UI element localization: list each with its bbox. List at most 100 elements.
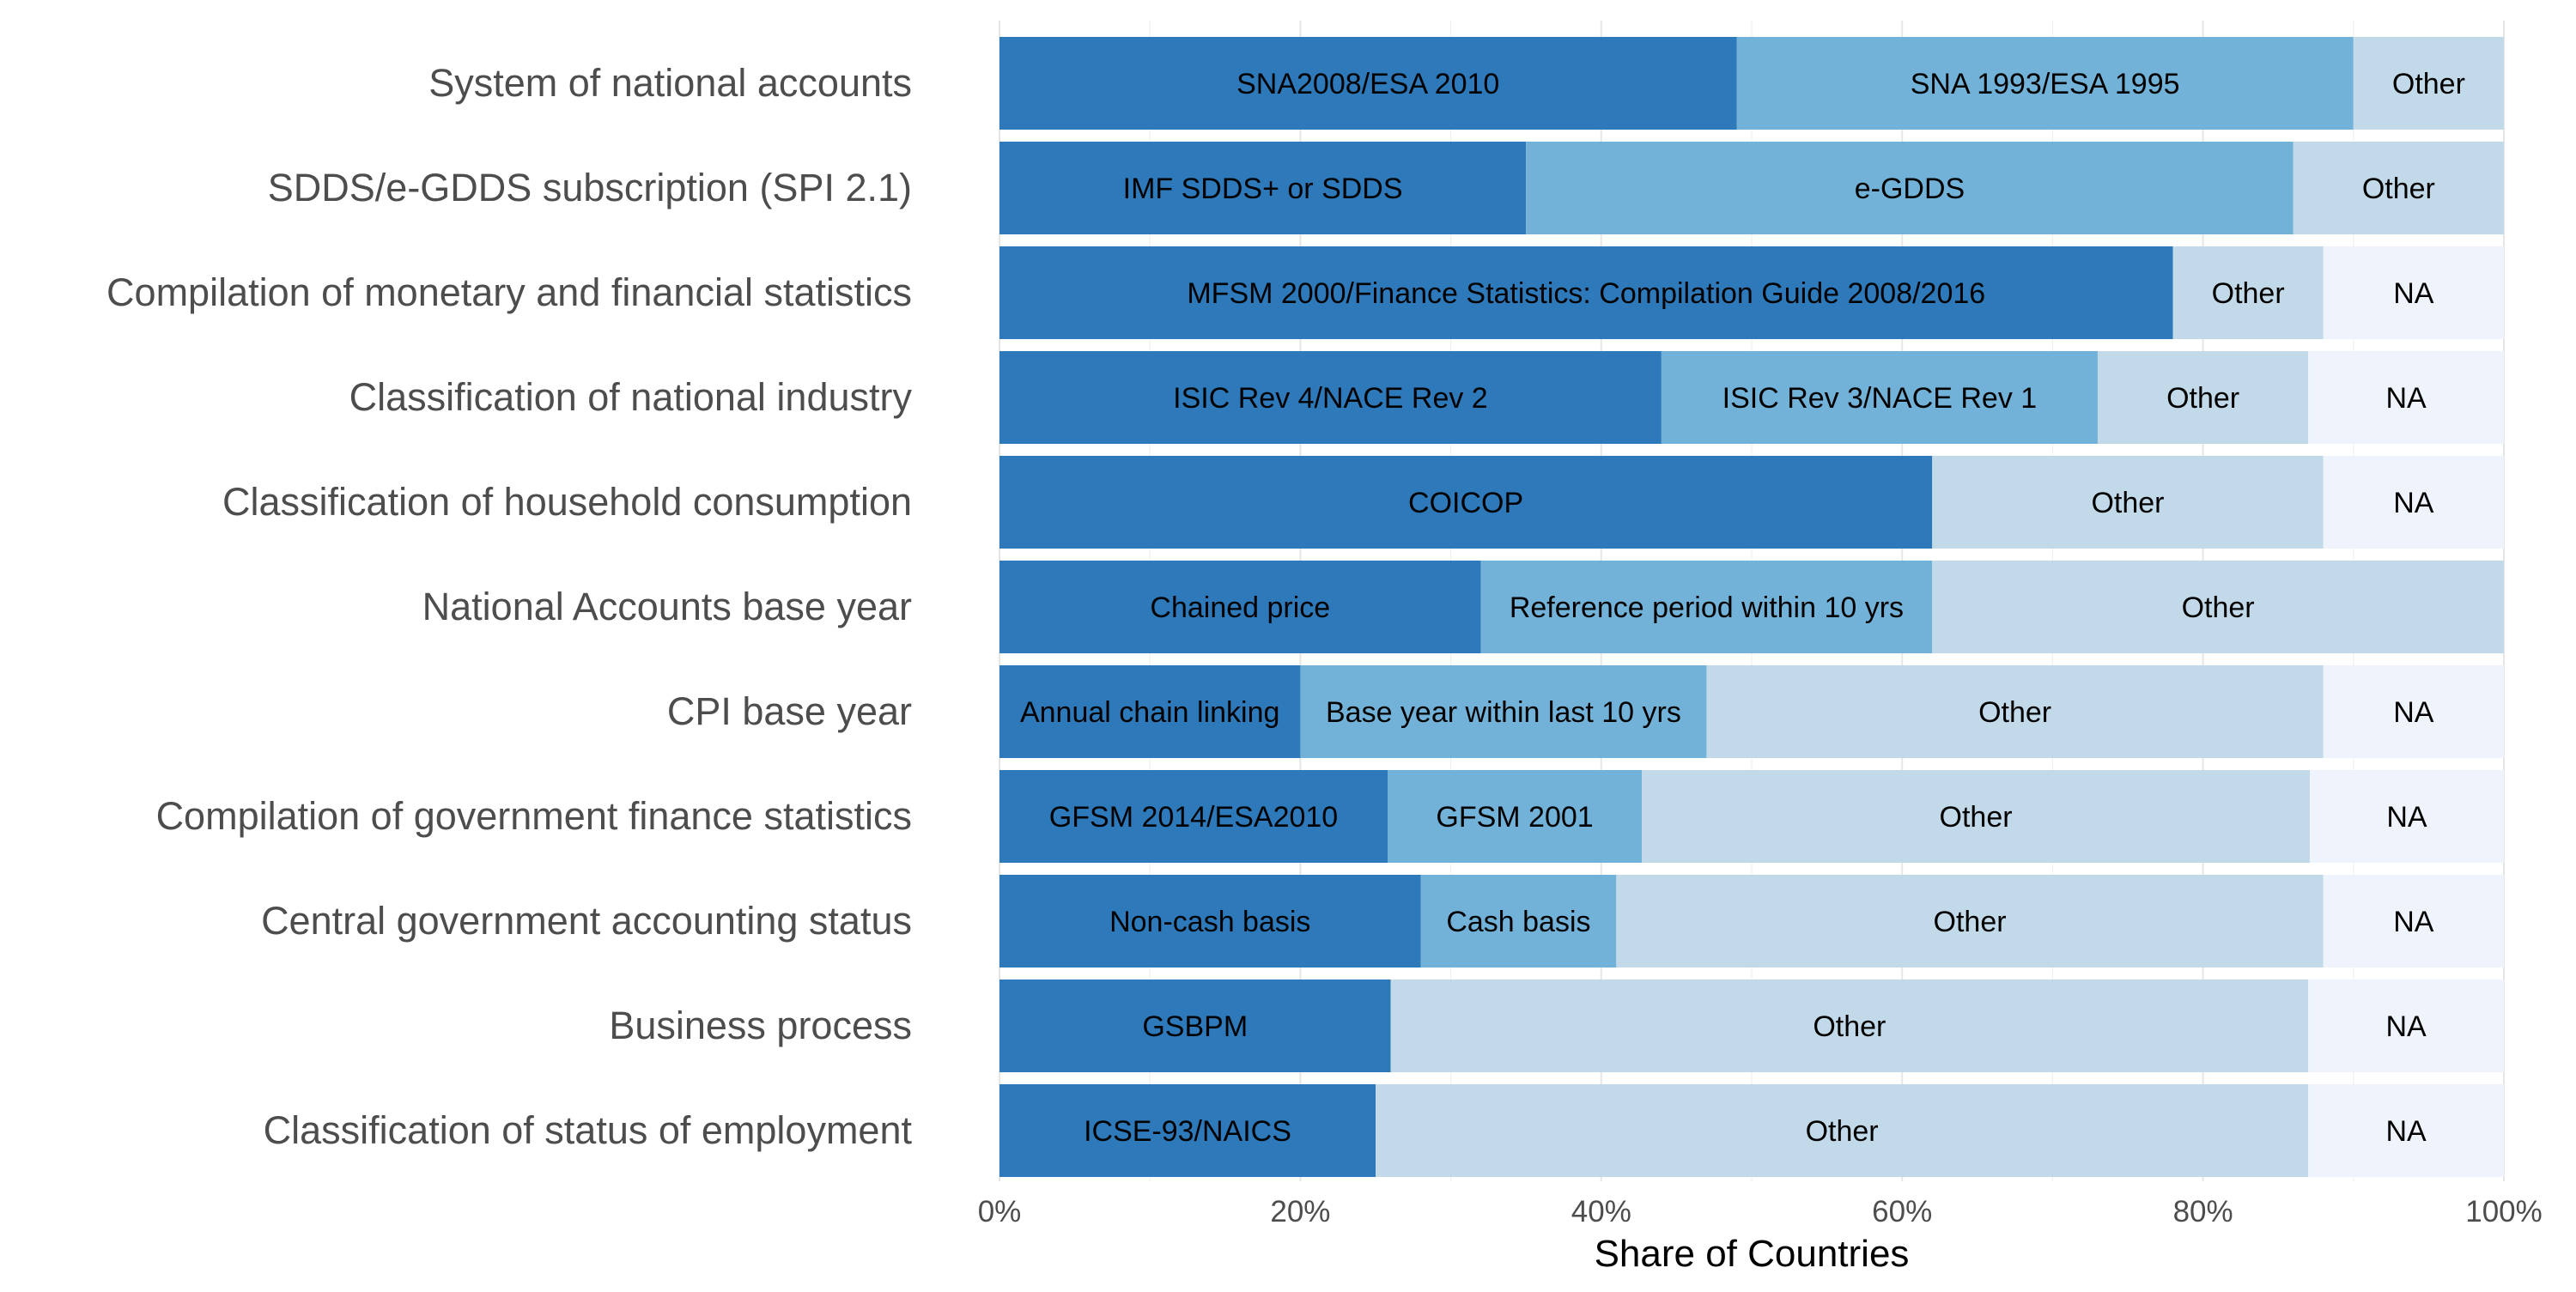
bar-segment-isic-rev-3-nace-rev-1 [1661,351,2098,444]
segment-label: ISIC Rev 4/NACE Rev 2 [1173,382,1488,415]
segment-label: ISIC Rev 3/NACE Rev 1 [1722,382,2038,415]
x-axis-ticks: 0% 20% 40% 60% 80% 100% [978,1195,2543,1228]
bar-compilation-of-government-finance-statistics: GFSM 2014/ESA2010 GFSM 2001 Other NA [999,770,2504,863]
bar-segment-other [2353,37,2504,130]
category-label: National Accounts base year [422,585,912,628]
segment-label: Non-cash basis [1109,906,1310,938]
bar-segment-sna2008-esa-2010 [999,37,1737,130]
category-label: System of national accounts [428,61,912,105]
segment-label: GSBPM [1142,1010,1248,1043]
bar-classification-of-national-industry: ISIC Rev 4/NACE Rev 2 ISIC Rev 3/NACE Rev… [999,351,2504,444]
segment-label: NA [2386,1115,2427,1148]
segment-label: Other [1813,1010,1886,1043]
bar-segment-other [1932,561,2504,653]
bar-system-of-national-accounts: SNA2008/ESA 2010 SNA 1993/ESA 1995 Other [999,37,2504,130]
segment-label: Other [2212,277,2285,310]
x-tick-label: 60% [1872,1195,1932,1228]
category-label: Compilation of monetary and financial st… [106,270,912,314]
bar-segment-other [1390,980,2309,1072]
segment-label: NA [2386,801,2427,834]
segment-label: NA [2393,277,2434,310]
x-tick-label: 80% [2173,1195,2233,1228]
category-label: SDDS/e-GDDS subscription (SPI 2.1) [268,166,912,209]
segment-label: NA [2393,906,2434,938]
segment-label: GFSM 2001 [1436,801,1593,834]
segment-label: COICOP [1408,487,1523,519]
bar-segment-imf-sdds-or-sdds [999,142,1527,234]
bar-segment-na [2323,665,2504,758]
segment-label: NA [2386,382,2427,415]
bar-central-government-accounting-status: Non-cash basis Cash basis Other NA [999,875,2504,967]
bar-segment-base-year-within-last-10-yrs [1300,665,1707,758]
segment-label: NA [2386,1010,2427,1043]
segment-label: Other [1934,906,2007,938]
segment-label: NA [2393,696,2434,729]
segment-label: Chained price [1150,591,1330,624]
segment-label: Annual chain linking [1020,696,1279,729]
bar-segment-na [2323,456,2504,549]
bar-segment-chained-price [999,561,1481,653]
segment-label: Other [1940,801,2013,834]
bar-segment-sna-1993-esa-1995 [1736,37,2354,130]
bar-segment-isic-rev-4-nace-rev-2 [999,351,1662,444]
bar-segment-na [2323,246,2504,339]
category-label: Classification of status of employment [264,1108,913,1152]
segment-label: Base year within last 10 yrs [1326,696,1681,729]
bar-classification-of-status-of-employment: ICSE-93/NAICS Other NA [999,1084,2504,1177]
bar-national-accounts-base-year: Chained price Reference period within 10 … [999,561,2504,653]
segment-label: Other [1978,696,2051,729]
bar-segment-na [2308,1084,2504,1177]
segment-label: SNA 1993/ESA 1995 [1911,68,2180,100]
bar-classification-of-household-consumption: COICOP Other NA [999,456,2504,549]
x-tick-label: 40% [1571,1195,1631,1228]
bar-segment-coicop [999,456,1933,549]
category-label: Classification of household consumption [222,480,912,524]
bar-segment-annual-chain-linking [999,665,1301,758]
bar-business-process: GSBPM Other NA [999,980,2504,1072]
bar-segment-non-cash-basis [999,875,1421,967]
x-tick-label: 20% [1270,1195,1330,1228]
category-labels: System of national accounts SDDS/e-GDDS s… [106,61,912,1152]
segment-label: Other [2362,173,2435,205]
segment-label: ICSE-93/NAICS [1084,1115,1291,1148]
bar-compilation-of-monetary-and-financial-statistics: MFSM 2000/Finance Statistics: Compilatio… [999,246,2504,339]
category-label: CPI base year [667,689,912,733]
segment-label: IMF SDDS+ or SDDS [1123,173,1403,205]
category-label: Classification of national industry [349,375,913,419]
segment-label: Other [2182,591,2255,624]
bars: SNA2008/ESA 2010 SNA 1993/ESA 1995 OtherIM… [999,37,2504,1177]
bar-segment-na [2309,770,2504,863]
bar-segment-other [2172,246,2324,339]
bar-segment-mfsm-2000-finance-statistics-compilation-guide-2008-2016 [999,246,2173,339]
bar-segment-gfsm-2014-esa2010 [999,770,1388,863]
segment-label: MFSM 2000/Finance Statistics: Compilatio… [1187,277,1985,310]
segment-label: SNA2008/ESA 2010 [1236,68,1499,100]
bar-segment-gfsm-2001 [1388,770,1643,863]
category-label: Central government accounting status [261,899,912,943]
category-label: Compilation of government finance statis… [156,794,912,838]
bar-segment-e-gdds [1526,142,2293,234]
bar-segment-na [2308,351,2504,444]
category-label: Business process [609,1004,912,1047]
bar-sdds-e-gdds-subscription-spi-2-1: IMF SDDS+ or SDDS e-GDDS Other [999,142,2504,234]
segment-label: e-GDDS [1855,173,1965,205]
bar-segment-gsbpm [999,980,1391,1072]
bar-segment-icse-93-naics [999,1084,1376,1177]
segment-label: Other [2166,382,2239,415]
x-axis-title: Share of Countries [1595,1233,1910,1275]
bar-segment-other [2097,351,2309,444]
bar-segment-other [2293,142,2504,234]
bar-segment-other [1932,456,2324,549]
bar-cpi-base-year: Annual chain linking Base year within las… [999,665,2504,758]
segment-label: Cash basis [1446,906,1590,938]
x-tick-label: 100% [2465,1195,2543,1228]
bar-segment-other [1642,770,2310,863]
bar-segment-other [1376,1084,2309,1177]
x-tick-label: 0% [978,1195,1022,1228]
segment-label: Other [2091,487,2164,519]
bar-segment-other [1706,665,2324,758]
segment-label: NA [2393,487,2434,519]
segment-label: Reference period within 10 yrs [1510,591,1904,624]
bar-segment-na [2323,875,2504,967]
bar-segment-na [2308,980,2504,1072]
